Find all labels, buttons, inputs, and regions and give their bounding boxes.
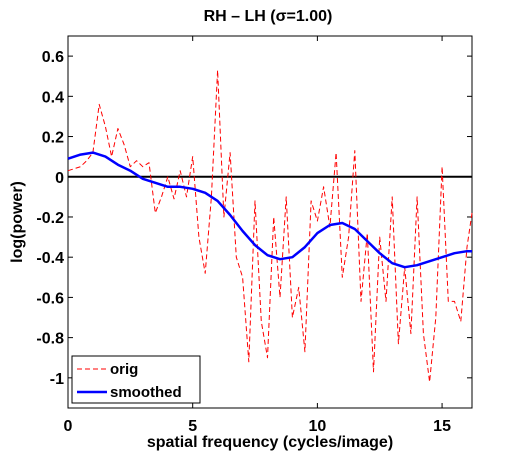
legend-label-orig: orig [110, 361, 138, 378]
x-tick-label: 15 [433, 418, 451, 435]
plot-area [67, 35, 473, 409]
series-line-orig [67, 69, 473, 383]
x-tick-label: 5 [188, 418, 197, 435]
x-axis-label: spatial frequency (cycles/image) [147, 434, 393, 451]
series-line-smoothed [67, 151, 472, 269]
y-tick-label: -0.6 [36, 290, 64, 307]
chart-title: RH – LH (σ=1.00) [204, 8, 333, 25]
y-tick-label: -0.4 [36, 250, 64, 267]
y-tick-label: 0 [55, 170, 64, 187]
y-axis-label: log(power) [9, 181, 26, 263]
x-axis: 0 5 10 15 [64, 36, 451, 435]
series-smoothed [67, 151, 472, 269]
x-tick-label: 10 [308, 418, 326, 435]
x-tick-label: 0 [64, 418, 73, 435]
legend-box [71, 355, 201, 404]
y-tick-label: 0.4 [42, 89, 64, 106]
series-layer [67, 69, 473, 383]
y-tick-label: 0.6 [42, 49, 64, 66]
legend: orig smoothed [71, 355, 201, 404]
legend-label-smoothed: smoothed [110, 384, 182, 401]
series-orig [67, 69, 473, 383]
y-tick-label: 0.2 [42, 130, 64, 147]
y-tick-label: -1 [50, 371, 64, 388]
y-tick-label: -0.8 [36, 331, 64, 348]
y-tick-label: -0.2 [36, 210, 64, 227]
